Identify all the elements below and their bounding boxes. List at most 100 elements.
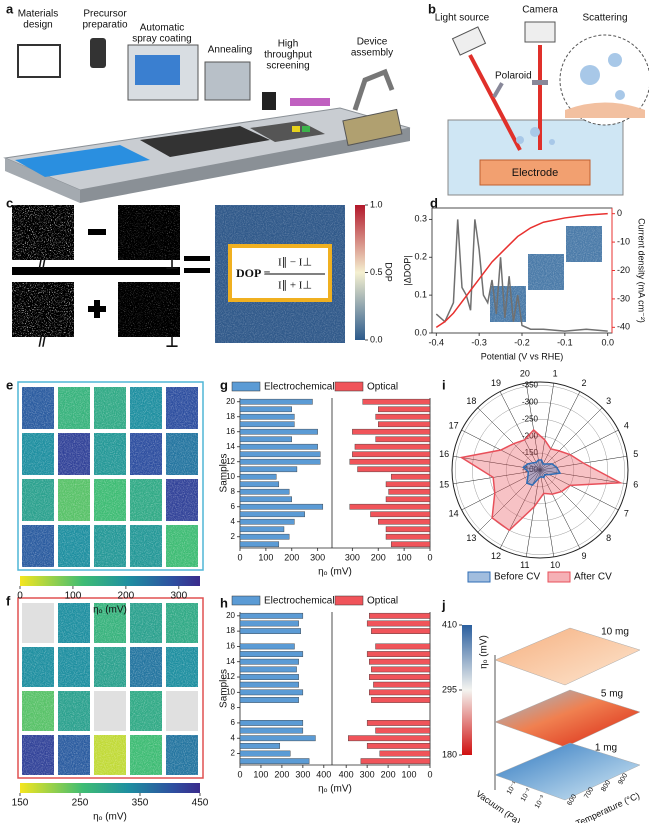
y2-tick-label: -40 <box>617 322 630 332</box>
r-tick-label: -150 <box>522 448 539 457</box>
tile-texture <box>94 647 126 687</box>
colorbar-tick-label: 350 <box>132 798 149 809</box>
layer-label: 5 mg <box>601 689 623 700</box>
panel-label: f <box>6 593 11 608</box>
bar <box>239 406 292 413</box>
tile-texture <box>130 735 162 775</box>
tile-texture <box>58 647 90 687</box>
x-tick-label: 0 <box>237 769 242 779</box>
y-tick-label: 20 <box>226 397 235 406</box>
label: Polaroid <box>495 71 532 82</box>
legend-swatch <box>334 595 364 606</box>
legend-swatch <box>231 381 261 392</box>
radar-area <box>459 428 623 532</box>
bar <box>352 451 431 458</box>
spoke <box>477 407 541 471</box>
x-tick-label: 400 <box>316 769 331 779</box>
bar <box>239 541 280 548</box>
colorbar-tick-label: 150 <box>12 798 29 809</box>
y-tick-label: 6 <box>231 502 236 511</box>
bar <box>369 658 431 665</box>
step-label: High <box>278 39 299 50</box>
bar <box>239 526 285 533</box>
temperature-tick-label: 800 <box>600 779 612 793</box>
legend-label: Electrochemical <box>264 382 335 393</box>
bar <box>348 735 431 742</box>
tile-texture <box>130 433 162 475</box>
bar <box>239 758 310 765</box>
spoke <box>539 469 603 533</box>
x-tick-label: 100 <box>253 769 268 779</box>
x-tick-label: -0.4 <box>429 337 445 347</box>
bar <box>366 720 431 726</box>
bar <box>239 398 313 405</box>
grid-ring <box>522 452 558 488</box>
spoke <box>539 407 603 471</box>
category-label: 18 <box>466 396 476 406</box>
tile-texture <box>166 603 198 643</box>
y-tick-label: 8 <box>231 487 236 496</box>
y-tick-label: 16 <box>226 427 235 436</box>
y-tick-label: 0.3 <box>414 214 427 224</box>
spoke <box>461 469 541 511</box>
panel-label: h <box>220 595 228 610</box>
bar <box>371 697 431 703</box>
tile-texture <box>94 387 126 429</box>
tile-texture <box>166 479 198 521</box>
x-axis-label: ηₒ (mV) <box>318 784 352 795</box>
category-label: 12 <box>491 551 501 561</box>
optical-setup <box>447 21 649 196</box>
category-label: 14 <box>449 508 459 518</box>
polarization-mark: // <box>38 334 46 349</box>
bar <box>366 742 431 749</box>
y-tick-label: 18 <box>226 412 235 421</box>
spoke <box>539 469 619 511</box>
step-label: screening <box>266 61 309 72</box>
y-tick-label: 20 <box>226 611 235 620</box>
bar <box>385 526 431 533</box>
y-tick-label: 2 <box>231 749 236 758</box>
grid-ring <box>455 385 625 555</box>
bar <box>352 428 431 435</box>
bar <box>239 428 318 435</box>
category-label: 15 <box>439 480 449 490</box>
insets <box>490 226 602 322</box>
temperature-tick-label: 600 <box>566 793 578 807</box>
spoke <box>539 469 555 557</box>
step-label: preparatio <box>82 20 127 31</box>
y-axis-label: Samples <box>219 454 230 493</box>
legend-label: Before CV <box>494 572 540 583</box>
polarization-mark: ⊥ <box>165 334 179 351</box>
bar <box>239 496 292 503</box>
x-tick-label: 200 <box>274 769 289 779</box>
y2-tick-label: -10 <box>617 236 630 246</box>
label: Electrode <box>512 167 558 179</box>
bar <box>378 421 431 428</box>
label: Camera <box>522 5 558 16</box>
panel-label: e <box>6 377 13 392</box>
tile-texture <box>58 433 90 475</box>
bar <box>239 443 318 450</box>
tile-texture <box>58 387 90 429</box>
tile-texture <box>94 735 126 775</box>
spoke <box>539 391 581 471</box>
y2-axis-label: Current density (mA cm⁻²) <box>637 218 647 323</box>
x-tick-label: 100 <box>397 552 412 562</box>
formula: I∥ + I⊥ <box>278 280 312 292</box>
legend-swatch <box>334 381 364 392</box>
label: Light source <box>435 13 490 24</box>
bar <box>239 651 304 657</box>
x-tick-label: 200 <box>371 552 386 562</box>
bar <box>239 674 299 680</box>
tile-texture <box>130 691 162 731</box>
category-label: 20 <box>520 369 530 379</box>
colorbar-tick-label: 410 <box>442 619 457 629</box>
tile-texture <box>22 525 54 567</box>
category-label: 4 <box>624 420 629 430</box>
bar <box>239 689 304 696</box>
dop-images <box>12 205 365 343</box>
bar <box>239 451 321 458</box>
tile-texture <box>166 525 198 567</box>
y-tick-label: 2 <box>231 532 236 541</box>
